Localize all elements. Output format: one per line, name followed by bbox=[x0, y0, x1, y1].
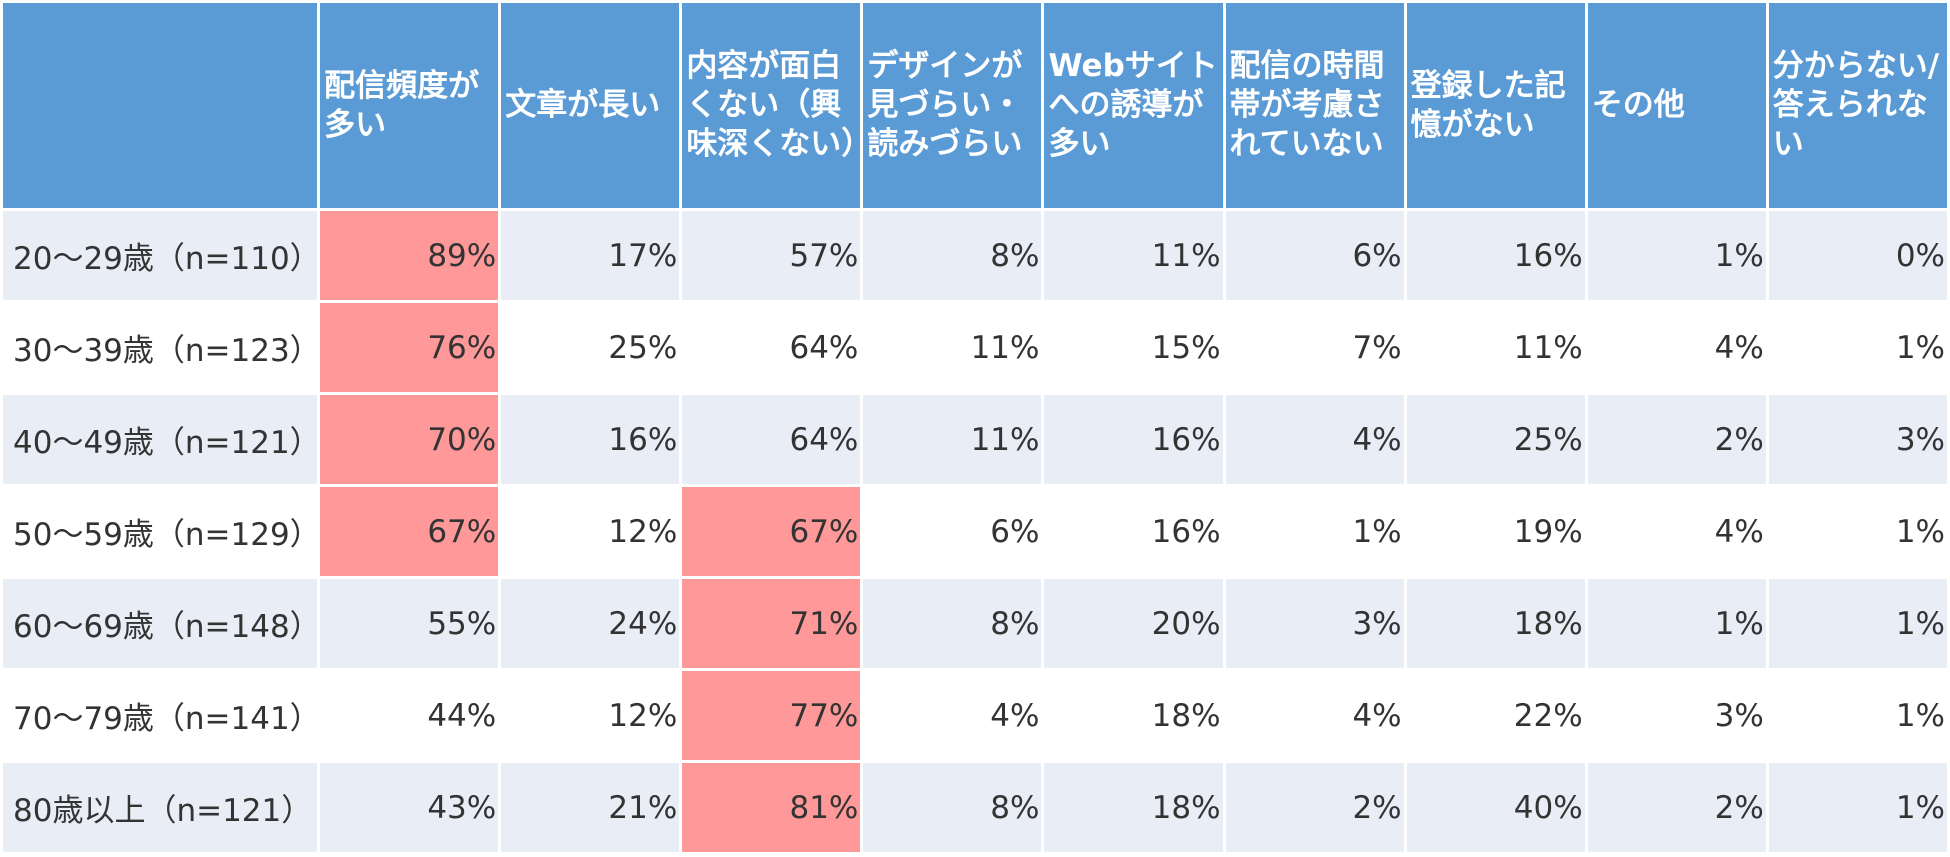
value-cell: 44% bbox=[317, 668, 502, 763]
value-cell: 11% bbox=[860, 300, 1045, 395]
value-cell-highlighted: 76% bbox=[317, 300, 502, 395]
column-header: 分からない/答えられない bbox=[1765, 0, 1950, 211]
table-row: 30～39歳（n=123） 76% 25% 64% 11% 15% 7% 11% 4% 1% bbox=[0, 300, 1950, 395]
value-cell: 1% bbox=[1765, 484, 1950, 579]
value-cell: 4% bbox=[860, 668, 1045, 763]
value-cell: 2% bbox=[1584, 760, 1769, 855]
value-cell: 2% bbox=[1584, 392, 1769, 487]
value-cell: 11% bbox=[1041, 208, 1226, 303]
row-label: 70～79歳（n=141） bbox=[0, 668, 321, 763]
value-cell: 11% bbox=[1403, 300, 1588, 395]
table-header: 配信頻度が多い 文章が長い 内容が面白くない（興味深くない） デザインが見づらい・読み… bbox=[0, 0, 1950, 211]
value-cell: 1% bbox=[1584, 576, 1769, 671]
value-cell-highlighted: 77% bbox=[679, 668, 864, 763]
header-corner-cell bbox=[0, 0, 321, 211]
value-cell-highlighted: 81% bbox=[679, 760, 864, 855]
value-cell: 64% bbox=[679, 392, 864, 487]
column-header: Webサイトへの誘導が多い bbox=[1041, 0, 1226, 211]
value-cell: 20% bbox=[1041, 576, 1226, 671]
value-cell: 3% bbox=[1765, 392, 1950, 487]
value-cell-highlighted: 89% bbox=[317, 208, 502, 303]
value-cell: 1% bbox=[1765, 760, 1950, 855]
value-cell: 1% bbox=[1584, 208, 1769, 303]
table-body: 20～29歳（n=110） 89% 17% 57% 8% 11% 6% 16% 1% 0% 30～3… bbox=[0, 208, 1950, 855]
value-cell: 2% bbox=[1222, 760, 1407, 855]
table-row: 60～69歳（n=148） 55% 24% 71% 8% 20% 3% 18% 1% 1% bbox=[0, 576, 1950, 671]
value-cell: 43% bbox=[317, 760, 502, 855]
value-cell: 57% bbox=[679, 208, 864, 303]
value-cell: 4% bbox=[1584, 484, 1769, 579]
value-cell: 17% bbox=[498, 208, 683, 303]
value-cell-highlighted: 67% bbox=[679, 484, 864, 579]
value-cell: 4% bbox=[1584, 300, 1769, 395]
header-row: 配信頻度が多い 文章が長い 内容が面白くない（興味深くない） デザインが見づらい・読み… bbox=[0, 0, 1950, 211]
value-cell: 16% bbox=[1403, 208, 1588, 303]
value-cell: 16% bbox=[498, 392, 683, 487]
row-label: 30～39歳（n=123） bbox=[0, 300, 321, 395]
value-cell: 4% bbox=[1222, 392, 1407, 487]
row-label: 40～49歳（n=121） bbox=[0, 392, 321, 487]
value-cell: 16% bbox=[1041, 392, 1226, 487]
value-cell: 6% bbox=[1222, 208, 1407, 303]
value-cell: 19% bbox=[1403, 484, 1588, 579]
row-label: 80歳以上（n=121） bbox=[0, 760, 321, 855]
value-cell: 21% bbox=[498, 760, 683, 855]
value-cell-highlighted: 71% bbox=[679, 576, 864, 671]
value-cell: 25% bbox=[498, 300, 683, 395]
value-cell: 7% bbox=[1222, 300, 1407, 395]
value-cell: 18% bbox=[1041, 668, 1226, 763]
value-cell: 40% bbox=[1403, 760, 1588, 855]
value-cell: 1% bbox=[1765, 668, 1950, 763]
value-cell: 8% bbox=[860, 576, 1045, 671]
table-row: 50～59歳（n=129） 67% 12% 67% 6% 16% 1% 19% 4% 1% bbox=[0, 484, 1950, 579]
value-cell: 8% bbox=[860, 208, 1045, 303]
value-cell: 55% bbox=[317, 576, 502, 671]
column-header: 配信の時間帯が考慮されていない bbox=[1222, 0, 1407, 211]
value-cell: 15% bbox=[1041, 300, 1226, 395]
column-header: 内容が面白くない（興味深くない） bbox=[679, 0, 872, 211]
column-header: 文章が長い bbox=[498, 0, 683, 211]
value-cell: 25% bbox=[1403, 392, 1588, 487]
value-cell: 12% bbox=[498, 668, 683, 763]
column-header: 配信頻度が多い bbox=[317, 0, 502, 211]
value-cell: 64% bbox=[679, 300, 864, 395]
value-cell: 1% bbox=[1222, 484, 1407, 579]
value-cell: 16% bbox=[1041, 484, 1226, 579]
value-cell: 3% bbox=[1222, 576, 1407, 671]
row-label: 50～59歳（n=129） bbox=[0, 484, 321, 579]
value-cell: 1% bbox=[1765, 576, 1950, 671]
table-row: 20～29歳（n=110） 89% 17% 57% 8% 11% 6% 16% 1% 0% bbox=[0, 208, 1950, 303]
column-header: デザインが見づらい・読みづらい bbox=[860, 0, 1045, 211]
value-cell: 1% bbox=[1765, 300, 1950, 395]
value-cell: 24% bbox=[498, 576, 683, 671]
table-row: 40～49歳（n=121） 70% 16% 64% 11% 16% 4% 25% 2% 3% bbox=[0, 392, 1950, 487]
table-row: 70～79歳（n=141） 44% 12% 77% 4% 18% 4% 22% 3% 1% bbox=[0, 668, 1950, 763]
column-header: 登録した記憶がない bbox=[1403, 0, 1588, 211]
value-cell: 12% bbox=[498, 484, 683, 579]
table-row: 80歳以上（n=121） 43% 21% 81% 8% 18% 2% 40% 2% 1% bbox=[0, 760, 1950, 855]
value-cell: 0% bbox=[1765, 208, 1950, 303]
value-cell-highlighted: 67% bbox=[317, 484, 502, 579]
value-cell: 18% bbox=[1403, 576, 1588, 671]
row-label: 60～69歳（n=148） bbox=[0, 576, 321, 671]
value-cell: 4% bbox=[1222, 668, 1407, 763]
value-cell: 6% bbox=[860, 484, 1045, 579]
value-cell-highlighted: 70% bbox=[317, 392, 502, 487]
column-header: その他 bbox=[1584, 0, 1769, 211]
value-cell: 18% bbox=[1041, 760, 1226, 855]
value-cell: 11% bbox=[860, 392, 1045, 487]
value-cell: 3% bbox=[1584, 668, 1769, 763]
value-cell: 8% bbox=[860, 760, 1045, 855]
value-cell: 22% bbox=[1403, 668, 1588, 763]
row-label: 20～29歳（n=110） bbox=[0, 208, 321, 303]
